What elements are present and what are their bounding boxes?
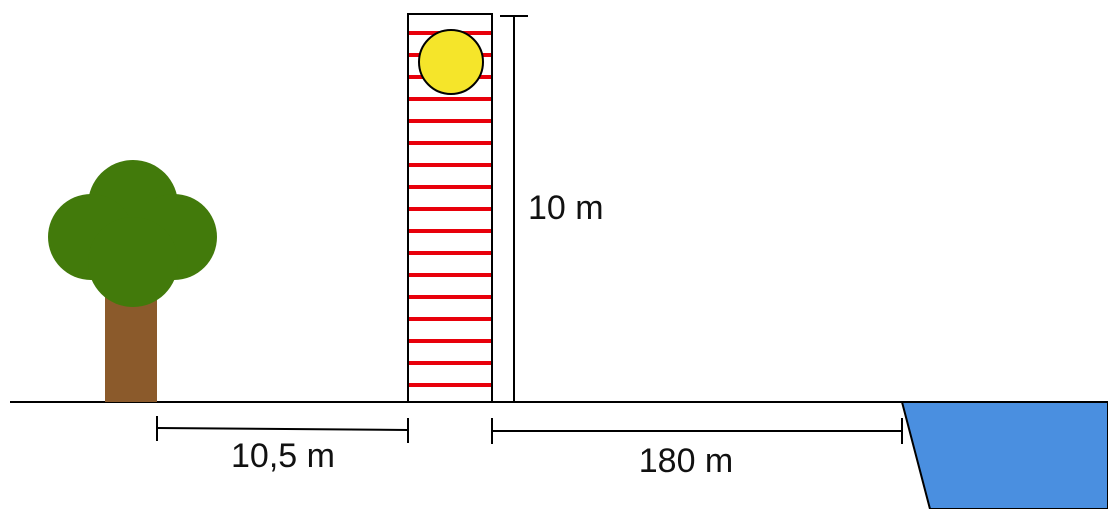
water-distance-label: 180 m (639, 442, 734, 480)
tree-trunk (105, 295, 157, 402)
diagram: 10 m 10,5 m 180 m (0, 0, 1108, 509)
tree (48, 160, 217, 402)
water (902, 402, 1108, 509)
tree-canopy (88, 217, 178, 307)
water-distance-dimension (492, 418, 902, 444)
tree-distance-label: 10,5 m (231, 437, 335, 475)
dimension-line (157, 428, 408, 430)
height-dimension (500, 16, 528, 402)
height-label: 10 m (528, 189, 604, 227)
sun (419, 30, 483, 94)
